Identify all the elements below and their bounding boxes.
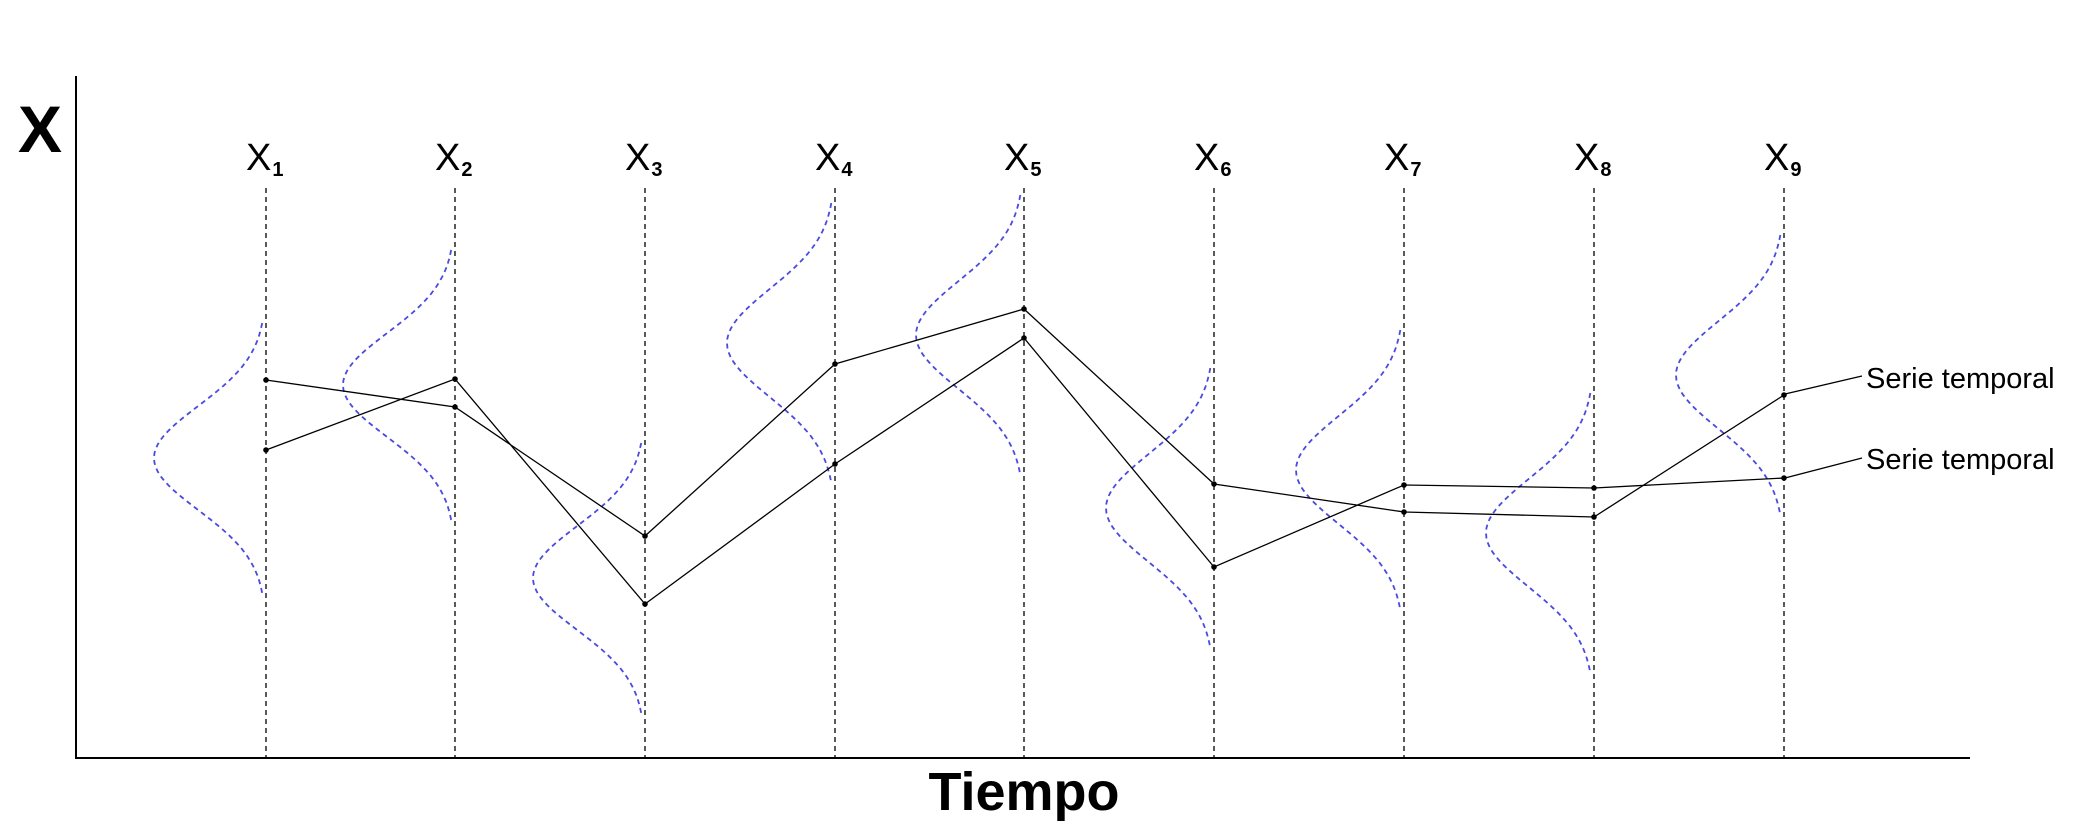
series-2-point-2 — [452, 376, 458, 382]
series-2-point-4 — [832, 461, 838, 467]
series-1-point-7 — [1401, 509, 1407, 515]
column-label-3: X3 — [625, 137, 662, 181]
series-1-point-9 — [1781, 392, 1787, 398]
column-label-7: X7 — [1384, 137, 1421, 181]
series-points — [263, 306, 1787, 607]
distribution-curves — [153, 194, 1782, 714]
series-1-point-5 — [1021, 306, 1027, 312]
distribution-curve-9 — [1675, 234, 1782, 516]
column-labels: X1 X2 X3 X4 X5 X6 X7 X8 X9 — [246, 137, 1801, 181]
series-1-line — [265, 308, 1785, 537]
series-2-point-1 — [263, 447, 269, 453]
distribution-curve-5 — [915, 194, 1022, 476]
column-guides — [265, 188, 1785, 757]
series-1-point-8 — [1591, 514, 1597, 520]
series-1-label: Serie temporal — [1866, 363, 2055, 395]
column-label-4: X4 — [815, 137, 853, 181]
series-2-line — [265, 337, 1785, 605]
x-axis-label: Tiempo — [928, 762, 1119, 822]
series-2-point-3 — [642, 601, 648, 607]
series-1-point-4 — [832, 361, 838, 367]
distribution-curve-6 — [1105, 367, 1212, 649]
series-2-point-7 — [1401, 482, 1407, 488]
distribution-curve-1 — [153, 322, 264, 594]
series-1-leader — [1784, 375, 1863, 395]
column-label-1: X1 — [246, 137, 283, 181]
distribution-curve-7 — [1295, 329, 1402, 611]
series-lines — [265, 308, 1785, 605]
y-axis-label: X — [18, 92, 62, 166]
series-1-point-1 — [263, 377, 269, 383]
distribution-curve-2 — [342, 249, 453, 521]
distribution-curve-4 — [726, 202, 833, 484]
series-2-leader — [1784, 457, 1863, 479]
series-2-label: Serie temporal — [1866, 444, 2055, 476]
series-1-point-6 — [1211, 481, 1217, 487]
column-label-2: X2 — [435, 137, 472, 181]
series-1-point-3 — [642, 533, 648, 539]
series-2-point-9 — [1781, 475, 1787, 481]
series-1-point-2 — [452, 404, 458, 410]
column-label-9: X9 — [1764, 137, 1801, 181]
column-label-6: X6 — [1194, 137, 1231, 181]
series-2-point-8 — [1591, 485, 1597, 491]
distribution-curve-8 — [1485, 392, 1592, 674]
column-label-5: X5 — [1004, 137, 1041, 181]
series-2-point-5 — [1021, 335, 1027, 341]
series-2-point-6 — [1211, 564, 1217, 570]
distribution-curve-3 — [532, 442, 643, 714]
column-label-8: X8 — [1574, 137, 1611, 181]
